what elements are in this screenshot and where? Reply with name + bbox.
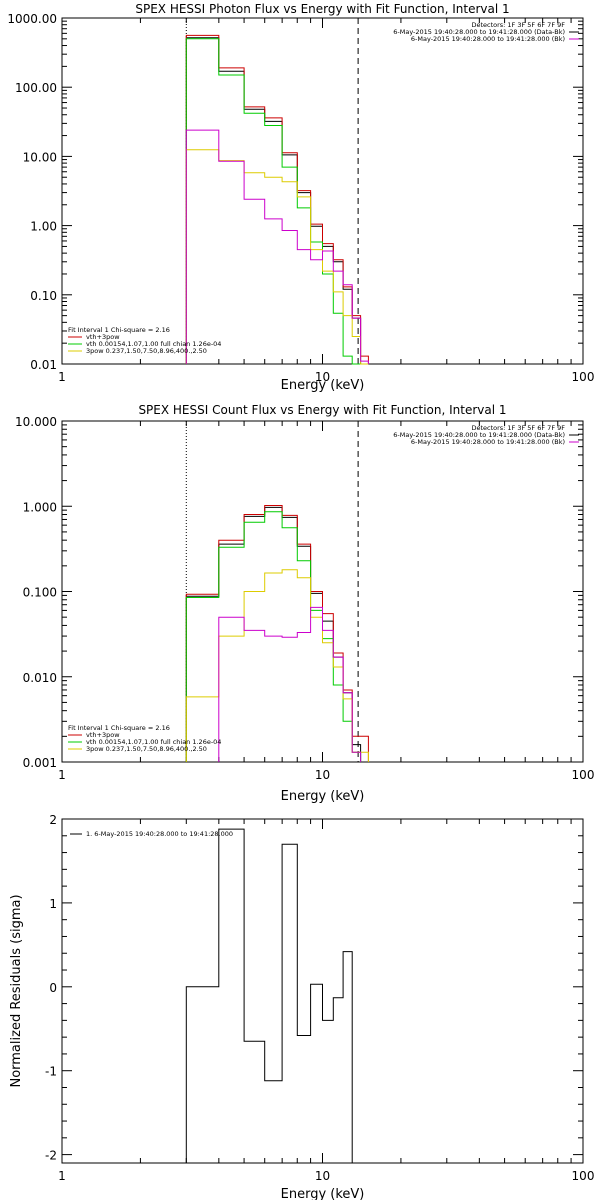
header-info-text: 6-May-2015 19:40:28.000 to 19:41:28.000 … (393, 28, 565, 36)
chart-title: SPEX HESSI Count Flux vs Energy with Fit… (138, 403, 506, 417)
legend-entry: vth+3pow (86, 333, 120, 341)
y-tick-label: 1.000 (23, 500, 57, 514)
x-tick-label: 1 (58, 370, 66, 384)
y-tick-label: 1.00 (30, 220, 57, 234)
header-info-text: Detectors: 1F 3F 5F 6F 7F 9F (471, 424, 565, 432)
y-tick-label: -1 (45, 1065, 57, 1079)
y-tick-label: 2 (49, 813, 57, 827)
series-line-3 (185, 149, 369, 365)
chart-title: SPEX HESSI Photon Flux vs Energy with Fi… (135, 2, 509, 16)
x-tick-label: 1 (58, 1169, 66, 1183)
y-tick-label: 10.00 (23, 150, 57, 164)
series-line-1 (185, 505, 369, 762)
x-tick-label: 10 (315, 1169, 330, 1183)
y-tick-label: 1 (49, 897, 57, 911)
y-tick-label: -2 (45, 1149, 57, 1163)
legend-entry: vth 0.00154,1.07,1.00 full chian 1.26e-0… (86, 738, 221, 746)
x-tick-label: 10 (315, 370, 330, 384)
x-tick-label: 100 (572, 768, 595, 782)
x-axis-label: Energy (keV) (281, 789, 365, 804)
header-info-text: 6-May-2015 19:40:28.000 to 19:41:28.000 … (393, 431, 565, 439)
series-line-0 (185, 828, 353, 1163)
x-tick-label: 100 (572, 1169, 595, 1183)
series-line-0 (185, 37, 369, 365)
x-tick-label: 100 (572, 370, 595, 384)
series-line-4 (185, 129, 369, 364)
y-tick-label: 100.00 (15, 81, 57, 95)
x-tick-label: 10 (315, 768, 330, 782)
legend-entry: vth 0.00154,1.07,1.00 full chian 1.26e-0… (86, 340, 221, 348)
series-line-2 (185, 511, 362, 762)
y-tick-label: 0.01 (30, 358, 57, 372)
y-tick-label: 0.10 (30, 289, 57, 303)
y-tick-label: 0.010 (23, 671, 57, 685)
y-tick-label: 1000.00 (7, 12, 57, 26)
legend-entry: vth+3pow (86, 731, 120, 739)
legend-title: Fit Interval 1 Chi-square = 2.16 (68, 724, 170, 732)
series-line-4 (218, 606, 362, 762)
y-tick-label: 10.000 (15, 415, 57, 429)
y-tick-label: 0.100 (23, 586, 57, 600)
legend-entry: 1. 6-May-2015 19:40:28.000 to 19:41:28.0… (86, 830, 233, 838)
header-info-text: 6-May-2015 19:40:28.000 to 19:41:28.000 … (411, 35, 565, 43)
residuals-panel: 1 10 100 -2 -1 0 1 2 Energy (keV) Normalized Resi… (9, 813, 594, 1200)
x-tick-label: 1 (58, 768, 66, 782)
legend-entry: 3pow 0.237,1.50,7.50,8.96,400.,2.50 (86, 745, 207, 753)
series-line-2 (185, 38, 361, 365)
series-line-1 (185, 34, 369, 364)
series-line-0 (185, 506, 362, 762)
x-axis-label: Energy (keV) (281, 378, 365, 393)
series-line-3 (185, 569, 369, 762)
photon-flux-panel: SPEX HESSI Photon Flux vs Energy with Fi… (7, 2, 594, 393)
y-tick-label: 0.001 (23, 756, 57, 770)
x-axis-label: Energy (keV) (281, 1187, 365, 1200)
y-tick-label: 0 (49, 981, 57, 995)
header-info-text: 6-May-2015 19:40:28.000 to 19:41:28.000 … (411, 438, 565, 446)
legend-title: Fit Interval 1 Chi-square = 2.16 (68, 326, 170, 334)
y-axis-label: Normalized Residuals (sigma) (9, 894, 24, 1087)
count-flux-panel: SPEX HESSI Count Flux vs Energy with Fit… (15, 403, 594, 804)
plot-frame (61, 17, 584, 365)
header-info-text: Detectors: 1F 3F 5F 6F 7F 9F (471, 21, 565, 29)
legend-entry: 3pow 0.237,1.50,7.50,8.96,400.,2.50 (86, 347, 207, 355)
